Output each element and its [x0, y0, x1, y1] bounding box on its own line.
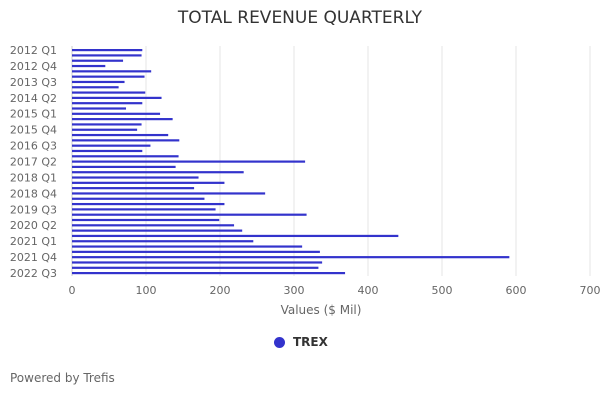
x-tick-label: 300: [284, 284, 305, 297]
x-tick-label: 500: [432, 284, 453, 297]
bar[interactable]: [72, 86, 119, 89]
y-tick-label: 2012 Q1: [10, 44, 57, 57]
bar[interactable]: [72, 171, 244, 174]
bar[interactable]: [72, 96, 162, 99]
bar-chart: 0 100 200 300 400 500 600 700 2012 Q1 2012 Q4 2013…: [10, 44, 600, 317]
bar[interactable]: [72, 229, 243, 232]
x-tick-label: 600: [506, 284, 527, 297]
y-tick-label: 2020 Q2: [10, 219, 57, 232]
bar[interactable]: [72, 192, 266, 195]
chart-title: TOTAL REVENUE QUARTERLY: [177, 8, 423, 28]
bar[interactable]: [72, 160, 306, 163]
x-tick-label: 200: [210, 284, 231, 297]
y-tick-label: 2014 Q2: [10, 92, 57, 105]
y-tick-label: 2015 Q4: [10, 124, 57, 137]
y-tick-label: 2018 Q4: [10, 187, 57, 200]
y-tick-label: 2015 Q1: [10, 108, 57, 121]
x-tick-label: 400: [358, 284, 379, 297]
bar[interactable]: [72, 80, 125, 84]
bar[interactable]: [72, 70, 152, 73]
bar[interactable]: [72, 250, 320, 253]
bar[interactable]: [72, 234, 399, 238]
bar[interactable]: [72, 64, 106, 68]
y-tick-label: 2019 Q3: [10, 203, 57, 216]
bar[interactable]: [72, 181, 225, 184]
y-tick-label: 2016 Q3: [10, 140, 57, 153]
y-tick-label: 2017 Q2: [10, 156, 57, 169]
bar[interactable]: [72, 49, 143, 52]
bar[interactable]: [72, 208, 216, 211]
y-tick-label: 2021 Q1: [10, 235, 57, 248]
bar[interactable]: [72, 197, 205, 200]
bar[interactable]: [72, 155, 179, 158]
y-tick-label: 2022 Q3: [10, 267, 57, 280]
bar[interactable]: [72, 187, 195, 190]
bar[interactable]: [72, 245, 303, 248]
bar[interactable]: [72, 123, 142, 126]
bar[interactable]: [72, 102, 143, 105]
bar[interactable]: [72, 176, 199, 179]
x-tick-label: 700: [580, 284, 600, 297]
bar[interactable]: [72, 54, 142, 57]
y-tick-label: 2012 Q4: [10, 60, 57, 73]
bar[interactable]: [72, 202, 225, 206]
x-axis-label: Values ($ Mil): [281, 303, 362, 317]
bar[interactable]: [72, 224, 235, 227]
bar[interactable]: [72, 75, 145, 78]
bar[interactable]: [72, 240, 254, 243]
legend[interactable]: TREX: [274, 335, 328, 349]
bar[interactable]: [72, 139, 180, 142]
bar[interactable]: [72, 261, 323, 264]
x-tick-label: 0: [69, 284, 76, 297]
x-tick-label: 100: [136, 284, 157, 297]
bar[interactable]: [72, 272, 346, 275]
bar[interactable]: [72, 91, 146, 94]
bar[interactable]: [72, 149, 143, 153]
bar[interactable]: [72, 213, 307, 216]
bar[interactable]: [72, 118, 173, 121]
bar[interactable]: [72, 133, 169, 137]
y-tick-label: 2021 Q4: [10, 251, 57, 264]
legend-marker: [274, 336, 285, 348]
bar[interactable]: [72, 107, 127, 110]
bar[interactable]: [72, 128, 138, 131]
legend-label: TREX: [293, 335, 328, 349]
y-tick-label: 2013 Q3: [10, 76, 57, 89]
bar[interactable]: [72, 59, 124, 62]
bar[interactable]: [72, 165, 176, 169]
bar[interactable]: [72, 256, 510, 259]
y-tick-label: 2018 Q1: [10, 171, 57, 184]
bar[interactable]: [72, 266, 319, 269]
powered-by: Powered by Trefis: [10, 371, 115, 385]
bar[interactable]: [72, 112, 161, 115]
bar[interactable]: [72, 218, 220, 222]
bar[interactable]: [72, 144, 151, 147]
